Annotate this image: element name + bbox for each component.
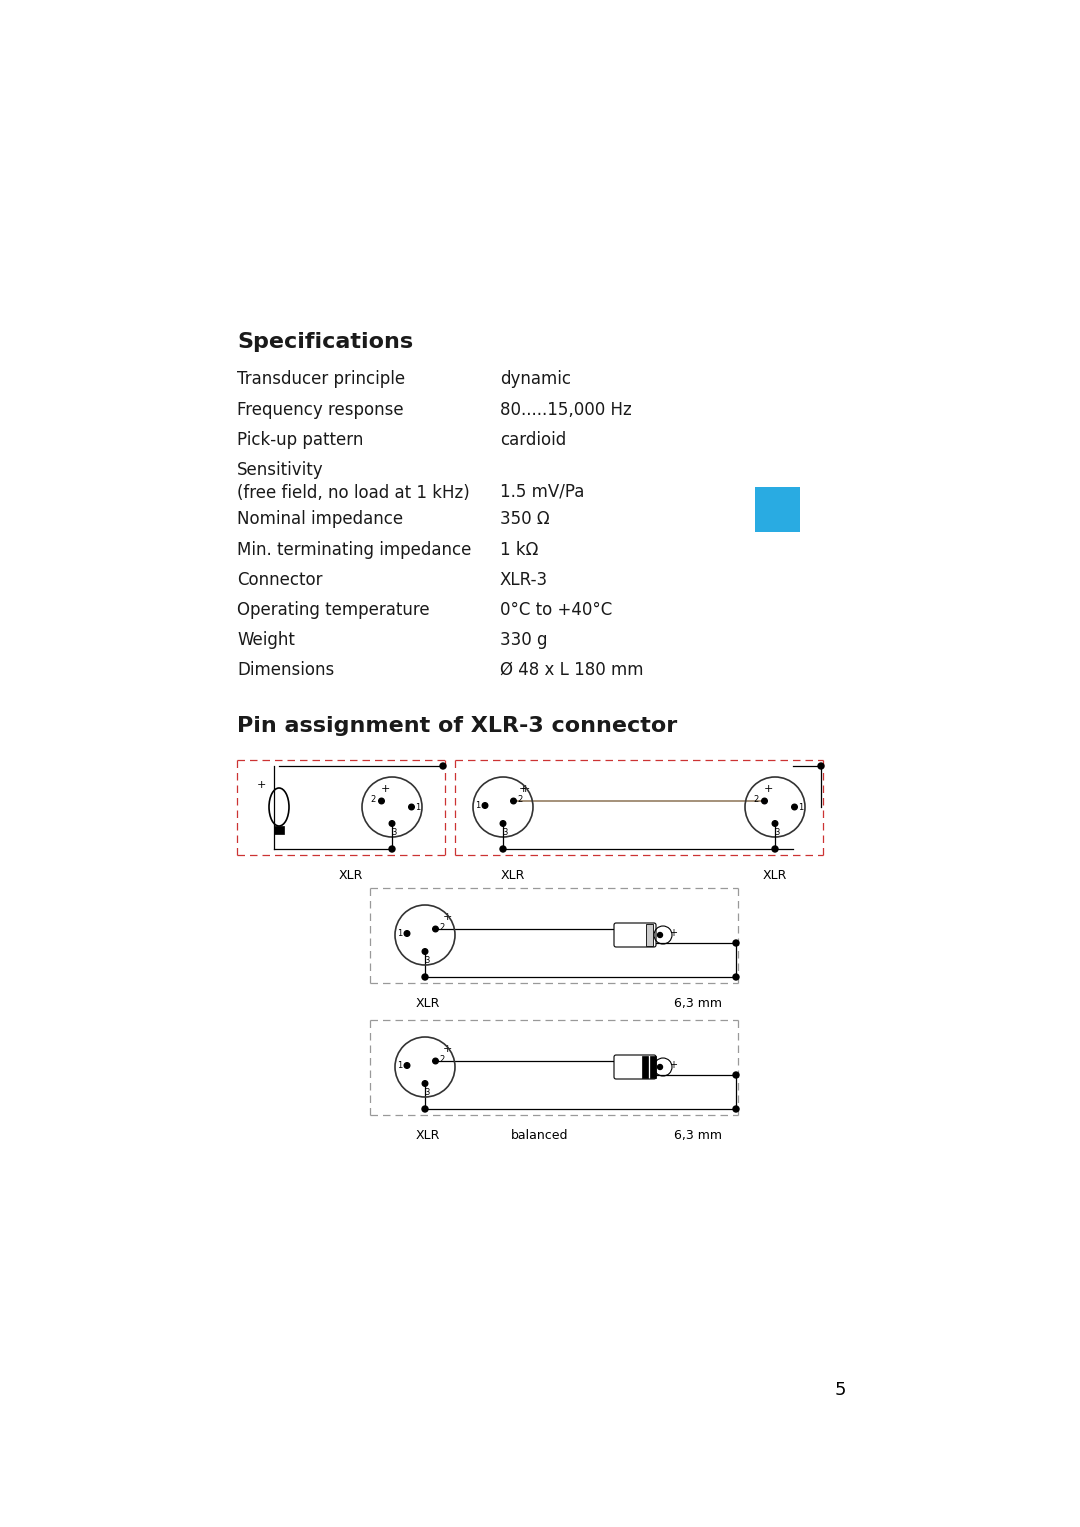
Text: Dimensions: Dimensions [237,661,334,680]
FancyBboxPatch shape [646,924,653,947]
Text: XLR: XLR [416,1128,441,1142]
Text: 2: 2 [370,796,376,805]
Circle shape [500,846,507,852]
Text: 1: 1 [475,802,481,809]
Circle shape [733,941,739,947]
FancyBboxPatch shape [755,487,800,531]
Text: Specifications: Specifications [237,331,414,353]
Text: Connector: Connector [237,571,323,589]
FancyBboxPatch shape [274,826,284,834]
Text: 2: 2 [518,796,523,805]
Text: 3: 3 [391,828,396,837]
Text: 1: 1 [397,928,403,938]
Circle shape [761,799,767,803]
Text: 1.5 mV/Pa: 1.5 mV/Pa [500,483,584,501]
Circle shape [511,799,516,803]
Circle shape [422,974,428,980]
Text: cardioid: cardioid [500,431,566,449]
Text: +: + [669,1060,677,1070]
FancyBboxPatch shape [650,1057,656,1078]
Text: +: + [443,912,453,922]
Text: 3: 3 [502,828,508,837]
Circle shape [658,933,662,938]
Text: 2: 2 [440,1055,445,1064]
Text: 6,3 mm: 6,3 mm [674,997,723,1009]
Circle shape [404,930,409,936]
Text: Ø 48 x L 180 mm: Ø 48 x L 180 mm [500,661,644,680]
Text: balanced: balanced [511,1128,569,1142]
Circle shape [772,820,778,826]
Text: 3: 3 [424,1089,430,1096]
Text: +: + [518,783,528,794]
Text: XLR: XLR [339,869,363,883]
Text: +: + [764,783,773,794]
Circle shape [408,805,415,809]
Text: Sensitivity
(free field, no load at 1 kHz): Sensitivity (free field, no load at 1 kH… [237,461,470,502]
Text: 1 kΩ: 1 kΩ [500,541,538,559]
Text: 1: 1 [397,1061,403,1070]
Circle shape [500,820,505,826]
Text: Weight: Weight [237,631,295,649]
Circle shape [389,820,395,826]
Circle shape [433,1058,438,1064]
Circle shape [422,1106,428,1112]
Circle shape [404,1063,409,1069]
Text: XLR: XLR [416,997,441,1009]
FancyBboxPatch shape [615,922,656,947]
Text: Pin assignment of XLR-3 connector: Pin assignment of XLR-3 connector [237,716,677,736]
Circle shape [792,805,797,809]
Circle shape [658,1064,662,1069]
Text: Transducer principle: Transducer principle [237,370,405,388]
Text: 1: 1 [798,803,804,811]
Circle shape [733,1072,739,1078]
Text: 330 g: 330 g [500,631,548,649]
Text: 350 Ω: 350 Ω [500,510,550,528]
Text: +: + [256,780,266,789]
Circle shape [379,799,384,803]
Circle shape [772,846,778,852]
Text: +: + [381,783,390,794]
Circle shape [733,1106,739,1112]
Text: dynamic: dynamic [500,370,571,388]
Text: 6,3 mm: 6,3 mm [674,1128,723,1142]
Text: +: + [669,928,677,938]
Text: 5: 5 [834,1380,846,1399]
Text: +: + [443,1044,453,1054]
Text: 2: 2 [754,796,759,805]
Text: 1: 1 [415,803,420,811]
Circle shape [440,764,446,770]
FancyBboxPatch shape [615,1055,656,1080]
Text: Pick-up pattern: Pick-up pattern [237,431,363,449]
Text: XLR: XLR [501,869,525,883]
Text: Nominal impedance: Nominal impedance [237,510,403,528]
Text: +: + [521,783,530,794]
Text: 2: 2 [440,924,445,933]
FancyBboxPatch shape [642,1057,648,1078]
Text: 80.....15,000 Hz: 80.....15,000 Hz [500,402,632,418]
Text: 0°C to +40°C: 0°C to +40°C [500,602,612,618]
Text: XLR-3: XLR-3 [500,571,549,589]
Text: 3: 3 [774,828,780,837]
Text: 3: 3 [424,956,430,965]
Circle shape [389,846,395,852]
Circle shape [818,764,824,770]
Text: Frequency response: Frequency response [237,402,404,418]
Circle shape [482,803,488,808]
Circle shape [422,948,428,954]
Circle shape [422,1081,428,1086]
Text: Operating temperature: Operating temperature [237,602,430,618]
Text: Min. terminating impedance: Min. terminating impedance [237,541,471,559]
Circle shape [433,927,438,931]
Circle shape [733,974,739,980]
Text: XLR: XLR [762,869,787,883]
